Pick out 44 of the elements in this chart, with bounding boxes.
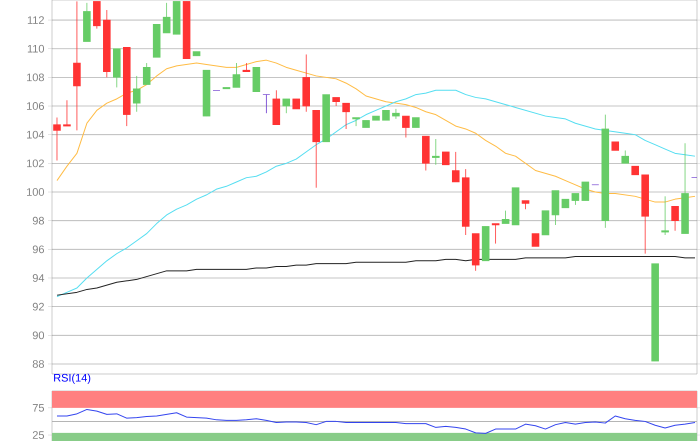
y-tick-label: 106	[27, 102, 44, 110]
candlestick	[661, 196, 669, 236]
y-tick-label: 75	[32, 404, 44, 412]
candlestick	[63, 100, 71, 126]
y-tick-label: 94	[32, 274, 44, 282]
y-tick-label: 92	[32, 302, 44, 311]
y-tick-label: 90	[32, 331, 44, 340]
candlestick	[352, 117, 360, 126]
y-tick-label: 98	[32, 216, 44, 225]
chart-title: RSI(14)	[54, 374, 90, 384]
candlestick	[342, 102, 350, 130]
y-tick-label: 25	[32, 431, 44, 439]
candlestick	[53, 117, 61, 161]
y-tick-label: 102	[27, 159, 44, 168]
candlestick	[73, 1, 81, 131]
candlestick	[621, 150, 630, 164]
candlestick	[492, 223, 500, 244]
candlestick	[402, 116, 410, 138]
y-tick-label: 88	[32, 360, 44, 368]
candlestick	[532, 233, 540, 247]
candlestick	[292, 98, 300, 110]
candlestick	[442, 151, 450, 166]
candlestick	[232, 62, 240, 88]
candlestick	[452, 151, 460, 182]
candlestick	[282, 98, 290, 114]
candlestick	[572, 193, 580, 206]
y-tick-label: 100	[27, 188, 44, 196]
candlestick	[162, 2, 170, 34]
candlestick	[671, 206, 679, 232]
y-tick-label: 104	[27, 130, 44, 139]
candlestick	[432, 138, 440, 166]
candlestick	[582, 182, 590, 202]
y-tick-label: 110	[28, 44, 44, 53]
y-tick-label: 108	[27, 74, 44, 82]
y-tick-label: 112	[28, 16, 44, 24]
candlestick	[242, 62, 250, 72]
candlestick	[412, 117, 420, 128]
candlestick	[262, 94, 270, 114]
candlestick	[392, 108, 400, 120]
y-tick-label: 96	[32, 245, 44, 254]
candlestick	[382, 110, 390, 121]
candlestick	[502, 210, 510, 224]
candlestick	[132, 76, 141, 112]
candlestick	[142, 62, 150, 85]
